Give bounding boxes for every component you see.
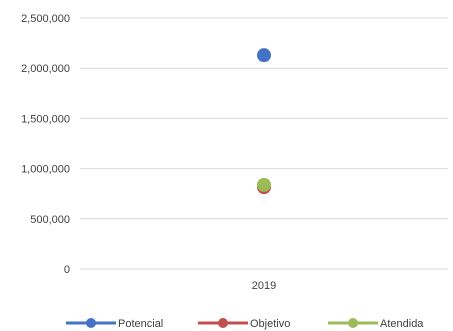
legend-label: Objetivo xyxy=(250,318,290,330)
legend-marker xyxy=(86,318,96,328)
legend-item-potencial: Potencial xyxy=(66,318,163,330)
y-tick-label: 1,500,000 xyxy=(21,113,70,125)
y-tick-label: 0 xyxy=(64,264,70,276)
x-tick-label: 2019 xyxy=(252,280,276,292)
legend-item-objetivo: Objetivo xyxy=(198,318,290,330)
y-axis-ticks: 0 500,000 1,000,000 1,500,000 2,000,000 2,500… xyxy=(21,13,70,276)
legend-label: Potencial xyxy=(118,318,163,330)
gridlines xyxy=(80,17,448,270)
legend: Potencial Objetivo Atendida xyxy=(66,318,424,330)
y-tick-label: 2,500,000 xyxy=(21,13,70,25)
point-atendida xyxy=(257,177,271,192)
y-tick-label: 1,000,000 xyxy=(21,164,70,176)
point-potencial xyxy=(257,48,271,63)
x-axis-ticks: 2019 xyxy=(252,280,276,292)
data-points xyxy=(257,48,271,195)
legend-marker xyxy=(218,318,228,328)
y-tick-label: 2,000,000 xyxy=(21,63,70,75)
legend-item-atendida: Atendida xyxy=(328,318,424,330)
y-tick-label: 500,000 xyxy=(30,214,70,226)
legend-marker xyxy=(348,318,358,328)
legend-label: Atendida xyxy=(380,318,424,330)
